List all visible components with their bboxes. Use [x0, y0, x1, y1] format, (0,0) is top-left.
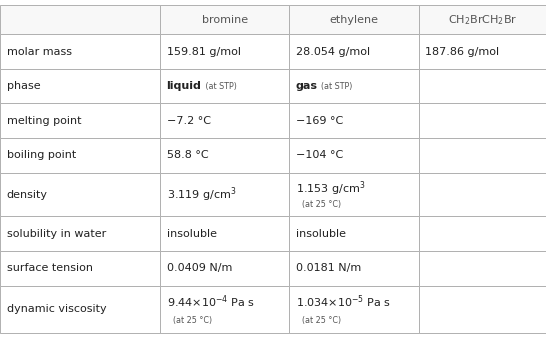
Bar: [289, 34, 419, 69]
Text: (at 25 °C): (at 25 °C): [302, 200, 342, 209]
Text: 9.44$\times$10$^{-4}$ Pa s: 9.44$\times$10$^{-4}$ Pa s: [167, 293, 254, 310]
Bar: [0, 69, 160, 103]
Text: −169 °C: −169 °C: [296, 116, 343, 126]
Bar: [160, 69, 289, 103]
Text: 187.86 g/mol: 187.86 g/mol: [425, 47, 500, 56]
Text: (at STP): (at STP): [203, 81, 237, 91]
Bar: [419, 34, 546, 69]
Text: 58.8 °C: 58.8 °C: [167, 150, 208, 160]
Bar: [160, 251, 289, 286]
Text: 1.153 g/cm$^3$: 1.153 g/cm$^3$: [296, 179, 365, 198]
Bar: [289, 286, 419, 333]
Bar: [160, 103, 289, 138]
Bar: [289, 138, 419, 173]
Text: (at 25 °C): (at 25 °C): [302, 316, 342, 324]
Bar: [0, 5, 160, 34]
Bar: [0, 138, 160, 173]
Bar: [419, 173, 546, 216]
Bar: [160, 34, 289, 69]
Bar: [289, 103, 419, 138]
Bar: [419, 286, 546, 333]
Text: CH$_2$BrCH$_2$Br: CH$_2$BrCH$_2$Br: [448, 13, 517, 27]
Bar: [289, 216, 419, 251]
Bar: [160, 216, 289, 251]
Bar: [289, 251, 419, 286]
Text: gas: gas: [296, 81, 318, 91]
Text: bromine: bromine: [201, 15, 248, 25]
Text: solubility in water: solubility in water: [7, 229, 106, 239]
Text: ethylene: ethylene: [330, 15, 378, 25]
Bar: [160, 5, 289, 34]
Bar: [160, 173, 289, 216]
Text: −104 °C: −104 °C: [296, 150, 343, 160]
Text: (at 25 °C): (at 25 °C): [173, 316, 212, 324]
Bar: [0, 251, 160, 286]
Bar: [419, 251, 546, 286]
Bar: [160, 286, 289, 333]
Text: boiling point: boiling point: [7, 150, 76, 160]
Text: −7.2 °C: −7.2 °C: [167, 116, 211, 126]
Text: liquid: liquid: [167, 81, 201, 91]
Bar: [419, 138, 546, 173]
Bar: [0, 34, 160, 69]
Text: melting point: melting point: [7, 116, 81, 126]
Bar: [0, 216, 160, 251]
Text: density: density: [7, 190, 48, 199]
Bar: [0, 103, 160, 138]
Bar: [289, 173, 419, 216]
Text: surface tension: surface tension: [7, 263, 93, 273]
Bar: [419, 69, 546, 103]
Bar: [419, 103, 546, 138]
Text: 159.81 g/mol: 159.81 g/mol: [167, 47, 241, 56]
Bar: [289, 5, 419, 34]
Text: (at STP): (at STP): [316, 81, 352, 91]
Text: 1.034$\times$10$^{-5}$ Pa s: 1.034$\times$10$^{-5}$ Pa s: [296, 293, 391, 310]
Bar: [0, 286, 160, 333]
Text: dynamic viscosity: dynamic viscosity: [7, 304, 106, 314]
Text: 28.054 g/mol: 28.054 g/mol: [296, 47, 370, 56]
Text: 3.119 g/cm$^3$: 3.119 g/cm$^3$: [167, 185, 236, 204]
Text: 0.0181 N/m: 0.0181 N/m: [296, 263, 361, 273]
Bar: [419, 5, 546, 34]
Bar: [160, 138, 289, 173]
Text: insoluble: insoluble: [167, 229, 217, 239]
Text: 0.0409 N/m: 0.0409 N/m: [167, 263, 232, 273]
Bar: [289, 69, 419, 103]
Bar: [419, 216, 546, 251]
Text: phase: phase: [7, 81, 40, 91]
Text: molar mass: molar mass: [7, 47, 72, 56]
Text: insoluble: insoluble: [296, 229, 346, 239]
Bar: [0, 173, 160, 216]
